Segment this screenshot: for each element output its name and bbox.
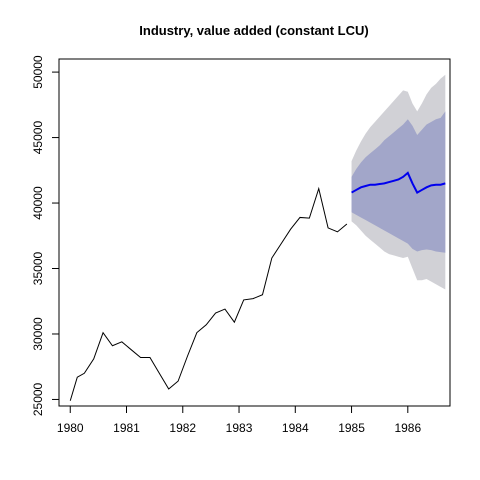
- history-series-layer: [69, 186, 348, 401]
- y-tick-label: 35000: [31, 252, 45, 286]
- y-axis: 25000 30000 35000 40000 45000 50000: [31, 55, 60, 416]
- forecast-band-80-layer: [351, 111, 446, 253]
- x-tick-label: 1985: [338, 421, 365, 435]
- y-tick-label: 25000: [31, 382, 45, 416]
- history-line: [69, 186, 348, 401]
- y-tick-label: 30000: [31, 317, 45, 351]
- y-tick-label: 40000: [31, 186, 45, 220]
- chart-title: Industry, value added (constant LCU): [139, 23, 368, 38]
- x-axis: 1980 1981 1982 1983 1984 1985 1986: [57, 405, 421, 435]
- x-tick-label: 1984: [282, 421, 309, 435]
- forecast-mean-line: [351, 171, 446, 194]
- y-tick-label: 45000: [31, 121, 45, 155]
- forecast-mean-layer: [351, 171, 446, 194]
- x-tick-label: 1983: [226, 421, 253, 435]
- forecast-band-80: [351, 111, 446, 253]
- x-tick-label: 1986: [394, 421, 421, 435]
- x-tick-label: 1982: [169, 421, 196, 435]
- x-tick-label: 1980: [57, 421, 84, 435]
- y-tick-label: 50000: [31, 55, 45, 89]
- x-tick-label: 1981: [113, 421, 140, 435]
